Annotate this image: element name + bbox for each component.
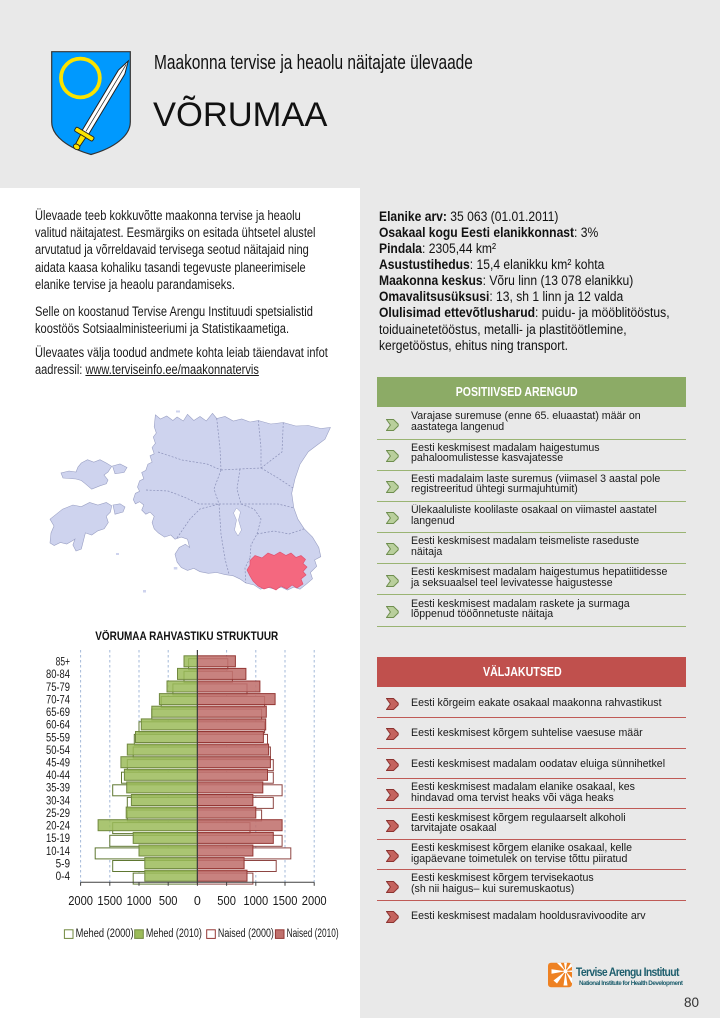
svg-text:80-84: 80-84: [46, 667, 70, 681]
svg-text:0: 0: [194, 894, 201, 908]
svg-text:45-49: 45-49: [46, 756, 70, 770]
svg-text:10-14: 10-14: [46, 844, 70, 858]
svg-text:1500: 1500: [273, 894, 298, 908]
svg-text:500: 500: [217, 894, 236, 908]
svg-text:75-79: 75-79: [46, 680, 70, 694]
svg-text:60-64: 60-64: [46, 718, 70, 732]
svg-text:Mehed (2010): Mehed (2010): [146, 928, 202, 940]
svg-text:500: 500: [159, 894, 178, 908]
svg-text:5-9: 5-9: [56, 856, 71, 870]
svg-text:0-4: 0-4: [56, 869, 71, 883]
svg-text:50-54: 50-54: [46, 743, 70, 757]
svg-text:30-34: 30-34: [46, 793, 70, 807]
svg-text:55-59: 55-59: [46, 730, 70, 744]
svg-text:Naised (2000): Naised (2000): [218, 928, 274, 940]
svg-text:40-44: 40-44: [46, 768, 70, 782]
svg-text:1000: 1000: [127, 894, 152, 908]
svg-text:Mehed (2000): Mehed (2000): [76, 928, 134, 940]
svg-text:70-74: 70-74: [46, 692, 70, 706]
svg-text:1500: 1500: [97, 894, 122, 908]
svg-text:2000: 2000: [302, 894, 327, 908]
svg-text:20-24: 20-24: [46, 819, 70, 833]
svg-text:2000: 2000: [68, 894, 93, 908]
svg-text:National Institute for Health: National Institute for Health Developmen…: [579, 980, 684, 987]
svg-text:35-39: 35-39: [46, 781, 70, 795]
svg-text:15-19: 15-19: [46, 831, 70, 845]
svg-text:85+: 85+: [56, 655, 70, 669]
svg-text:25-29: 25-29: [46, 806, 70, 820]
svg-text:Tervise Arengu Instituut: Tervise Arengu Instituut: [576, 967, 680, 980]
svg-text:1000: 1000: [243, 894, 268, 908]
svg-text:65-69: 65-69: [46, 705, 70, 719]
svg-text:Naised (2010): Naised (2010): [287, 928, 339, 940]
